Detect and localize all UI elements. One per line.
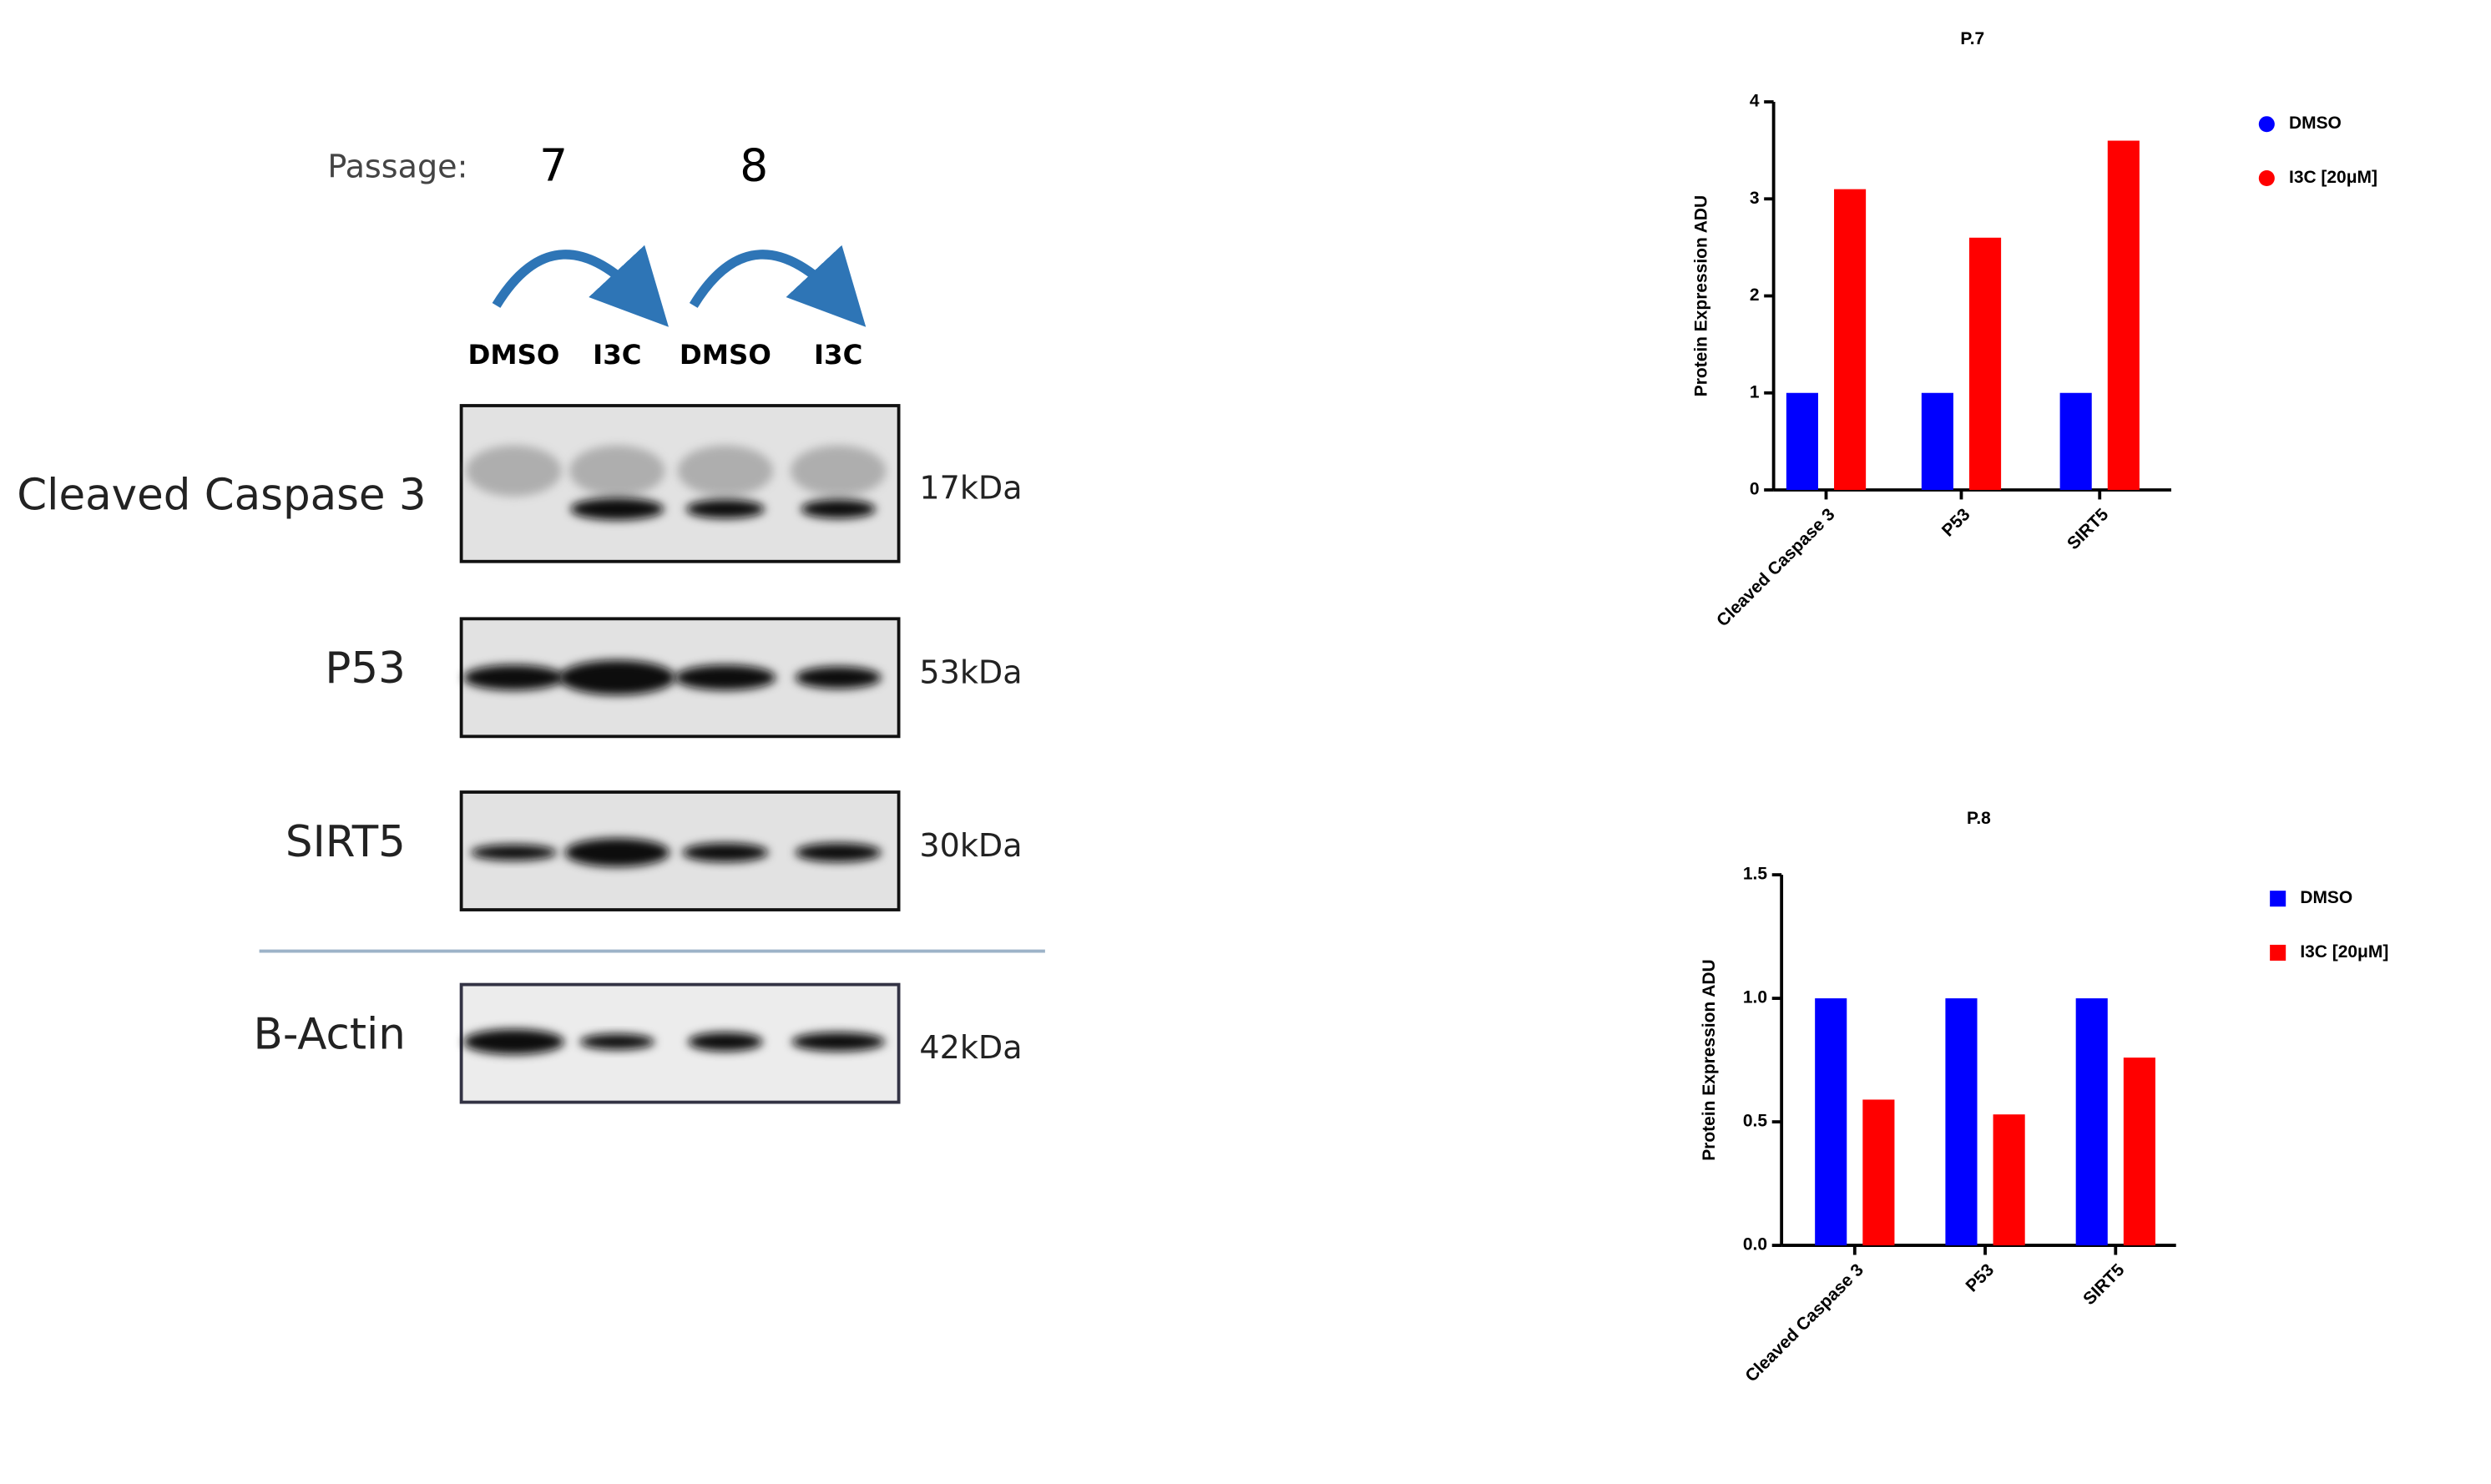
chart: P.7 Protein Expression ADU 0 1 2 3 4 Cleaved Ca…: [1691, 29, 2377, 630]
legend-marker: [2270, 944, 2286, 962]
band: [564, 838, 670, 867]
band: [462, 664, 565, 691]
smear: [466, 445, 562, 497]
lane-label: I3C: [814, 339, 862, 371]
x-tick-label: P53: [1962, 1260, 1998, 1296]
chart-title: P.7: [1960, 29, 1984, 48]
row-label: Cleaved Caspase 3: [17, 471, 426, 521]
bar: [2123, 1057, 2155, 1246]
arrow: [492, 245, 669, 327]
y-tick-label: 2: [1750, 285, 1760, 305]
legend-label: I3C [20μM]: [2300, 942, 2388, 962]
y-tick-label: 4: [1750, 92, 1760, 111]
chart-title: P.8: [1967, 809, 1991, 828]
band: [558, 659, 675, 695]
band: [579, 1033, 655, 1050]
western-blot: Passage: 7 8 DMSO I3C DMSO I3C Cleaved Caspa…: [17, 139, 1045, 1104]
band: [682, 842, 769, 862]
size-label: 30kDa: [919, 827, 1022, 864]
bar: [1993, 1114, 2025, 1246]
bar: [1786, 392, 1818, 490]
band: [795, 666, 882, 689]
x-tick-label: SIRT5: [2079, 1260, 2128, 1309]
x-tick-label: P53: [1938, 505, 1974, 541]
legend-label: DMSO: [2289, 114, 2342, 133]
legend-label: DMSO: [2300, 888, 2352, 907]
legend-label: I3C [20μM]: [2289, 168, 2377, 187]
band: [801, 499, 877, 519]
y-tick-label: 0: [1750, 480, 1760, 499]
legend-marker: [2258, 169, 2275, 187]
band: [470, 844, 558, 861]
size-label: 17kDa: [919, 469, 1022, 506]
legend-marker: [2270, 891, 2286, 907]
bar: [1945, 998, 1978, 1246]
y-tick-label: 1.5: [1743, 865, 1767, 884]
y-axis-label: Protein Expression ADU: [1700, 959, 1719, 1160]
x-tick-label: Cleaved Caspase 3: [1713, 505, 1839, 631]
row-label: SIRT5: [285, 817, 406, 867]
bar: [1921, 392, 1953, 490]
bar: [2059, 392, 2092, 490]
smear: [791, 445, 887, 497]
band: [791, 1032, 886, 1052]
passage: 8: [740, 139, 768, 192]
legend-marker: [2258, 116, 2275, 133]
y-axis-label: Protein Expression ADU: [1691, 195, 1710, 396]
arrow: [689, 245, 867, 327]
lane-label: I3C: [593, 339, 641, 371]
lane-label: DMSO: [468, 339, 560, 371]
passage-label: Passage:: [327, 149, 467, 185]
y-tick-label: 3: [1750, 189, 1760, 208]
band: [675, 664, 776, 691]
chart: P.8 Protein Expression ADU 0.0 0.5 1.0 1.5 Cle…: [1700, 809, 2388, 1386]
y-tick-label: 0.5: [1743, 1112, 1767, 1131]
x-tick-label: Cleaved Caspase 3: [1741, 1260, 1867, 1386]
passage: 7: [539, 139, 568, 192]
bar: [2075, 998, 2108, 1246]
x-tick-label: SIRT5: [2064, 505, 2112, 553]
row-label: B-Actin: [254, 1009, 406, 1059]
band: [688, 1032, 763, 1052]
row-label: P53: [325, 644, 405, 694]
size-label: 53kDa: [919, 654, 1022, 691]
band: [462, 1028, 565, 1055]
smear: [569, 445, 665, 497]
lane-label: DMSO: [680, 339, 771, 371]
y-tick-label: 1: [1750, 382, 1760, 401]
band: [685, 499, 765, 519]
y-tick-label: 1.0: [1743, 988, 1767, 1007]
bar: [1834, 189, 1867, 490]
band: [570, 497, 664, 521]
bar: [2107, 140, 2140, 490]
smear: [677, 445, 774, 497]
size-label: 42kDa: [919, 1029, 1022, 1066]
bar: [1815, 998, 1847, 1246]
band: [795, 842, 882, 862]
bar: [1968, 237, 2002, 490]
bar: [1862, 1099, 1895, 1246]
y-tick-label: 0.0: [1743, 1235, 1767, 1254]
